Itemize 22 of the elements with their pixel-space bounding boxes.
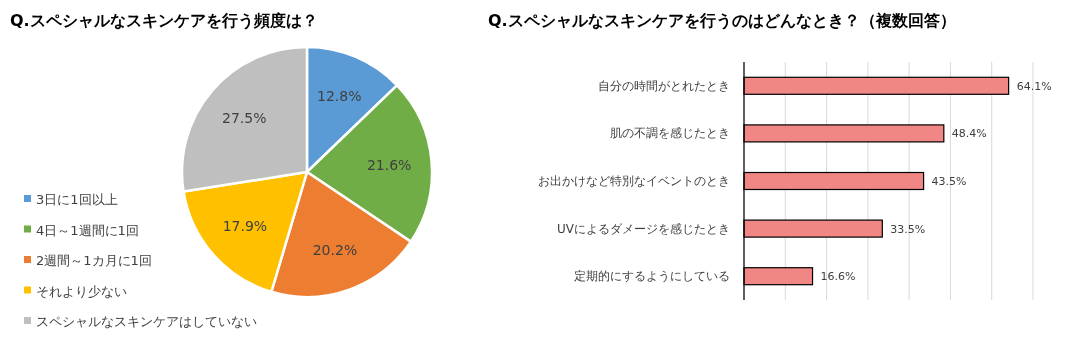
data-label: 17.9%	[222, 218, 268, 235]
data-label: 21.6%	[366, 156, 412, 173]
y-tick-label: UVによるダメージを感じたとき	[557, 221, 730, 236]
data-label: 12.8%	[317, 88, 362, 105]
data-label: 16.6%	[820, 270, 856, 284]
y-tick-label: 肌の不調を感じたとき	[610, 126, 730, 141]
chart-title: Q.スペシャルなスキンケアを行うのはどんなとき？（複数回答）	[488, 11, 956, 30]
data-label: 43.5%	[931, 175, 967, 188]
chart-title: Q.スペシャルなスキンケアを行う頻度は？	[10, 11, 318, 30]
y-tick-label: 自分の時間がとれたとき	[598, 78, 730, 93]
legend-label: 2週間～1カ月に1回	[36, 253, 152, 268]
legend-label: スペシャルなスキンケアはしていない	[36, 314, 257, 329]
legend-label: それより少ない	[36, 283, 127, 299]
legend-label: 3日に1回以上	[36, 192, 118, 207]
data-label: 27.5%	[222, 110, 267, 127]
y-tick-label: 定期的にするようにしている	[574, 269, 730, 284]
data-label: 64.1%	[1016, 79, 1052, 93]
legend-label: 4日～1週間に1回	[36, 222, 139, 238]
data-label: 48.4%	[951, 127, 987, 141]
data-label: 20.2%	[312, 241, 358, 258]
data-label: 33.5%	[890, 222, 926, 236]
y-tick-label: お出かけなど特別なイベントのとき	[538, 174, 730, 188]
